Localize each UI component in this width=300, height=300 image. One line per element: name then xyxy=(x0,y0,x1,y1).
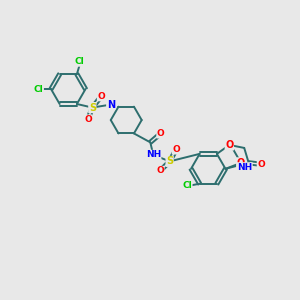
Text: Cl: Cl xyxy=(34,85,44,94)
Text: S: S xyxy=(166,156,173,167)
Text: N: N xyxy=(107,100,115,110)
Text: NH: NH xyxy=(237,163,252,172)
Text: O: O xyxy=(84,115,92,124)
Text: Cl: Cl xyxy=(182,181,192,190)
Text: S: S xyxy=(89,103,96,112)
Text: O: O xyxy=(237,158,245,168)
Text: Cl: Cl xyxy=(74,57,84,66)
Text: O: O xyxy=(98,92,105,101)
Text: O: O xyxy=(157,129,165,138)
Text: O: O xyxy=(225,140,233,150)
Text: NH: NH xyxy=(146,150,161,159)
Text: O: O xyxy=(257,160,265,169)
Text: O: O xyxy=(156,167,164,176)
Text: O: O xyxy=(172,145,180,154)
